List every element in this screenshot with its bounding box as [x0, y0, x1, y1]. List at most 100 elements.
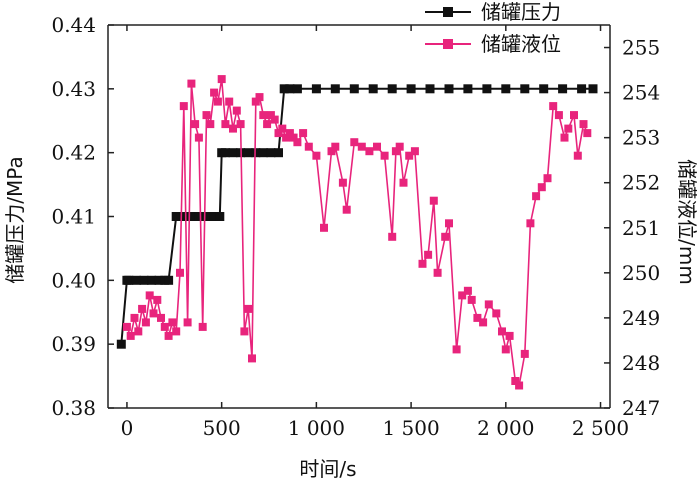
- data-point: [229, 124, 237, 133]
- y-right-tick-label: 251: [622, 216, 660, 240]
- data-point: [498, 327, 506, 336]
- data-point: [179, 212, 189, 221]
- data-point: [255, 93, 264, 102]
- data-point: [186, 212, 196, 221]
- data-point: [484, 300, 493, 309]
- data-point: [410, 147, 419, 156]
- data-point: [342, 205, 351, 214]
- data-point: [251, 97, 260, 106]
- y-right-axis-title: 储罐液位/mm: [675, 159, 699, 285]
- data-point: [198, 322, 207, 331]
- data-point: [141, 318, 150, 327]
- data-point: [331, 142, 340, 151]
- series-layer: [116, 75, 598, 390]
- data-point: [266, 111, 275, 120]
- data-point: [116, 339, 126, 349]
- series-1: [116, 84, 598, 349]
- data-point: [405, 151, 414, 160]
- data-point: [560, 133, 569, 142]
- data-point: [320, 223, 328, 232]
- data-point: [145, 291, 154, 300]
- y-left-tick-label: 0.38: [51, 396, 96, 420]
- data-point: [373, 142, 381, 151]
- data-point: [588, 84, 598, 94]
- axes: 0 500 1 000 1 500 2 000 2 500 0.38 0.39 0.40 0.41…: [51, 13, 660, 440]
- data-point: [187, 79, 196, 88]
- data-point: [311, 84, 321, 94]
- data-point: [479, 318, 488, 327]
- data-point: [537, 183, 546, 192]
- y-left-axis-title: 储罐压力/MPa: [3, 156, 27, 283]
- x-tick-label: 1 500: [382, 416, 439, 440]
- data-point: [122, 322, 131, 331]
- data-point: [463, 286, 472, 295]
- data-point: [134, 327, 143, 336]
- data-point: [445, 219, 453, 228]
- data-point: [312, 151, 321, 160]
- data-point: [520, 84, 530, 94]
- data-point: [424, 250, 433, 259]
- y-right-tick-label: 248: [622, 351, 660, 375]
- data-point: [444, 84, 454, 94]
- data-point: [228, 148, 238, 158]
- data-point: [274, 148, 283, 158]
- data-point: [244, 304, 253, 313]
- y-right-tick-label: 254: [622, 81, 660, 105]
- data-point: [433, 268, 442, 277]
- data-point: [279, 84, 289, 94]
- data-point: [240, 327, 249, 336]
- data-point: [124, 275, 134, 285]
- data-point: [191, 120, 200, 129]
- data-point: [549, 102, 558, 111]
- data-point: [293, 138, 302, 147]
- data-point: [554, 111, 563, 120]
- data-point: [473, 313, 482, 322]
- data-point: [217, 75, 226, 84]
- y-left-tick-label: 0.42: [51, 141, 96, 165]
- data-point: [213, 97, 222, 106]
- data-point: [236, 120, 245, 129]
- data-point: [215, 212, 225, 221]
- data-point: [395, 142, 404, 151]
- y-left-tick-label: 0.43: [51, 77, 96, 101]
- data-point: [176, 268, 184, 277]
- data-point: [399, 178, 408, 187]
- data-point: [304, 142, 313, 151]
- data-point: [573, 151, 582, 160]
- data-point: [168, 318, 177, 327]
- data-point: [463, 84, 473, 94]
- data-point: [338, 178, 347, 187]
- data-point: [452, 345, 461, 354]
- data-point: [425, 84, 435, 94]
- x-tick-label: 500: [203, 416, 241, 440]
- data-point: [153, 295, 162, 304]
- legend-label: 储罐液位: [481, 32, 561, 56]
- data-point: [520, 349, 529, 358]
- data-point: [299, 129, 308, 138]
- y-right-tick-label: 250: [622, 261, 660, 285]
- data-point: [194, 212, 204, 221]
- series-2: [122, 75, 592, 390]
- data-point: [130, 313, 139, 322]
- data-point: [278, 124, 287, 133]
- data-point: [387, 84, 397, 94]
- data-point: [570, 111, 578, 120]
- data-point: [139, 275, 149, 285]
- data-point: [289, 133, 298, 142]
- data-point: [579, 120, 588, 129]
- data-point: [270, 115, 279, 124]
- data-point: [349, 84, 359, 94]
- data-point: [202, 212, 211, 221]
- data-point: [558, 84, 568, 94]
- y-right-tick-label: 252: [622, 171, 660, 195]
- data-point: [206, 120, 215, 129]
- data-point: [543, 174, 552, 183]
- data-point: [179, 102, 188, 111]
- data-point: [327, 147, 336, 156]
- data-point: [515, 381, 524, 390]
- data-point: [526, 219, 535, 228]
- data-point: [126, 331, 135, 340]
- data-point: [482, 84, 492, 94]
